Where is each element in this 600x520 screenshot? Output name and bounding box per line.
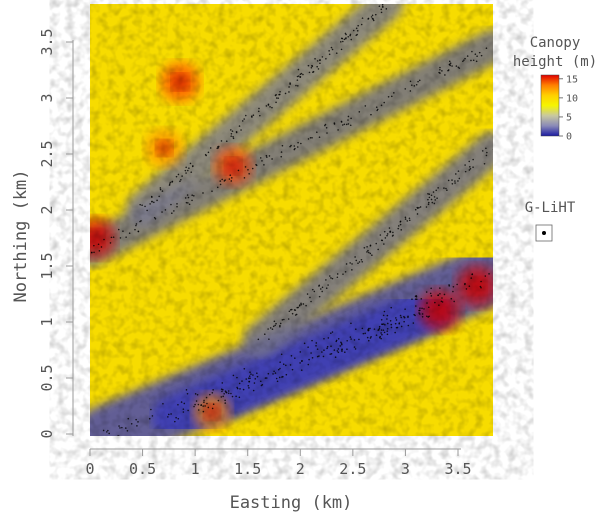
legend-point-marker xyxy=(542,231,546,235)
y-tick-label: 3.5 xyxy=(38,28,56,55)
glight-point xyxy=(104,436,106,438)
point-legend: G-LiHT xyxy=(525,200,576,242)
map-plot-area xyxy=(90,4,495,438)
colorbar-tick-label: 15 xyxy=(566,74,578,85)
colorbar-tick-label: 0 xyxy=(566,132,572,143)
colorbar-tick-label: 5 xyxy=(566,112,572,123)
colorbar-title-line-1: Canopy xyxy=(530,35,581,51)
x-tick-label: 3.5 xyxy=(444,460,471,478)
x-tick-label: 1.5 xyxy=(234,460,261,478)
texture-overlay xyxy=(90,4,493,436)
x-tick-label: 0.5 xyxy=(129,460,156,478)
legend-series-name: G-LiHT xyxy=(525,200,576,216)
x-tick-label: 3 xyxy=(401,460,410,478)
y-tick-label: 2 xyxy=(38,205,56,214)
x-tick-label: 2 xyxy=(296,460,305,478)
y-tick-label: 1 xyxy=(38,317,56,326)
x-tick-label: 0 xyxy=(85,460,94,478)
glight-point xyxy=(492,148,493,151)
x-tick-label: 2.5 xyxy=(339,460,366,478)
x-axis-title: Easting (km) xyxy=(230,493,353,513)
glight-point xyxy=(493,150,495,152)
y-axis-ticks: 0 0.5 1 1.5 2 2.5 3 3.5 xyxy=(38,28,73,439)
colorbar-ticks: 15 10 5 0 xyxy=(559,74,578,143)
y-tick-label: 2.5 xyxy=(38,140,56,167)
y-axis-title: Northing (km) xyxy=(11,169,31,302)
y-tick-label: 3 xyxy=(38,93,56,102)
x-axis-ticks: 0 0.5 1 1.5 2 2.5 3 3.5 xyxy=(85,449,472,478)
x-tick-label: 1 xyxy=(191,460,200,478)
colorbar: Canopy height (m) 15 10 5 0 xyxy=(513,35,597,143)
y-tick-label: 0.5 xyxy=(38,364,56,391)
colorbar-title-line-2: height (m) xyxy=(513,54,597,70)
axes: 0 0.5 1 1.5 2 2.5 3 3.5 0 0.5 1 1.5 2 2.5 3 3.5 Eastin… xyxy=(11,28,472,513)
y-tick-label: 0 xyxy=(38,429,56,438)
colorbar-gradient xyxy=(540,74,560,137)
y-tick-label: 1.5 xyxy=(38,252,56,279)
colorbar-tick-label: 10 xyxy=(566,93,578,104)
